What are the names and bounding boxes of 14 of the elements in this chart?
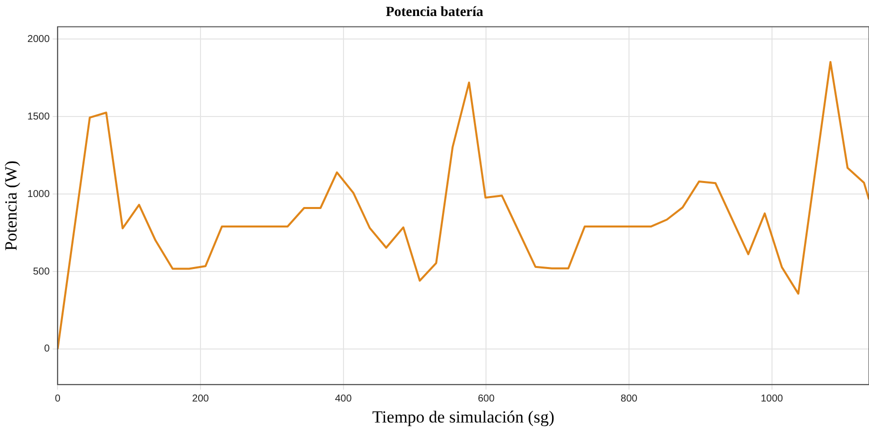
x-tick-label: 1000 xyxy=(760,393,784,404)
y-tick-label: 1500 xyxy=(27,111,50,122)
x-tick-label: 0 xyxy=(54,393,61,404)
x-tick-label: 400 xyxy=(334,393,352,404)
y-axis-title: Potencia (W) xyxy=(2,160,21,251)
x-tick-label: 800 xyxy=(620,393,638,404)
y-tick-label: 0 xyxy=(44,344,50,355)
y-tick-label: 500 xyxy=(32,266,50,278)
x-tick-label: 200 xyxy=(192,393,210,404)
y-tick-label: 2000 xyxy=(27,34,50,45)
x-tick-label: 600 xyxy=(478,393,495,404)
x-axis-title: Tiempo de simulación (sg) xyxy=(372,407,554,426)
y-tick-label: 1000 xyxy=(27,188,50,200)
chart-title: Potencia batería xyxy=(386,5,484,20)
